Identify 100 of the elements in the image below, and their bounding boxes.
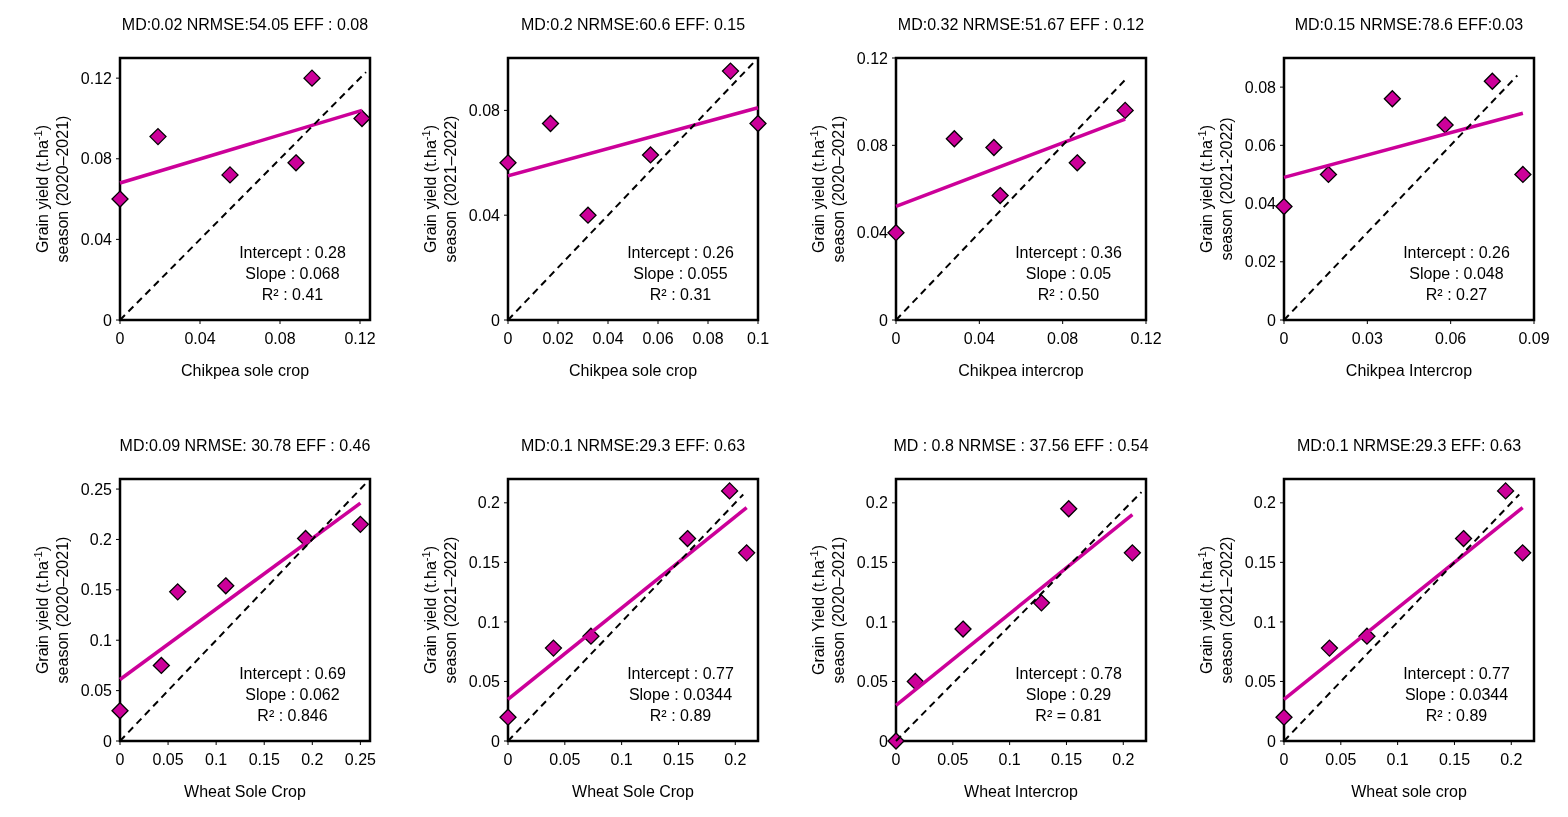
- annotation: Slope : 0.068: [245, 265, 340, 282]
- point: [1496, 482, 1515, 500]
- point: [721, 62, 740, 80]
- y-tick-label: 0.12: [856, 49, 889, 67]
- x-tick-label: 0.06: [1435, 330, 1467, 347]
- annotation: Slope : 0.05: [1025, 265, 1112, 282]
- annotation: Intercept : 0.36: [1015, 244, 1122, 261]
- x-tick-label: 0.04: [184, 330, 216, 347]
- x-tick-label: 0.15: [662, 751, 695, 768]
- y-tick-label: 0.2: [89, 531, 113, 549]
- point: [149, 127, 167, 146]
- y-tick-label: 0: [103, 732, 113, 750]
- y-tick-label: 0.15: [856, 553, 889, 571]
- y-tick-label: 0.04: [856, 224, 889, 242]
- point: [1319, 165, 1338, 184]
- point: [351, 515, 370, 533]
- annotation: Intercept : 0.69: [239, 665, 346, 682]
- y-tick-label: 0.05: [468, 673, 501, 691]
- annotation: R² = 0.81: [1035, 707, 1102, 724]
- x-tick-label: 0.15: [248, 751, 280, 768]
- x-tick-label: 0: [115, 751, 125, 768]
- y-tick-label: 0: [879, 311, 889, 329]
- x-tick-label: 0.25: [344, 751, 377, 768]
- x-axis-title: Chikpea sole crop: [180, 362, 310, 379]
- point: [217, 577, 235, 595]
- point: [303, 69, 321, 87]
- annotation: Slope : 0.062: [245, 686, 340, 703]
- annotation: Intercept : 0.77: [627, 665, 734, 682]
- y-tick-label: 0.05: [856, 673, 889, 691]
- x-tick-label: 0.1: [1386, 751, 1409, 768]
- y-tick-label: 0.1: [1253, 613, 1277, 631]
- annotation: Intercept : 0.78: [1015, 665, 1122, 682]
- y-tick-label: 0.05: [80, 682, 113, 700]
- x-tick-label: 0.1: [205, 751, 228, 768]
- chart-title: MD:0.09 NRMSE: 30.78 EFF : 0.46: [119, 437, 371, 454]
- annotation: R² : 0.89: [649, 707, 712, 724]
- x-tick-label: 0.08: [264, 330, 296, 347]
- x-tick-label: 0: [891, 330, 901, 347]
- y-tick-label: 0.05: [1244, 673, 1277, 691]
- x-tick-label: 0.12: [1130, 330, 1162, 347]
- x-axis-title: Wheat Sole Crop: [184, 783, 307, 800]
- point: [169, 583, 187, 601]
- point: [221, 166, 239, 184]
- y-tick-label: 0: [491, 732, 501, 750]
- y-tick-label: 0.15: [468, 553, 501, 571]
- point: [1060, 500, 1078, 518]
- y-tick-label: 0.25: [80, 480, 113, 498]
- x-tick-label: 0: [503, 751, 513, 768]
- point: [111, 702, 129, 720]
- x-tick-label: 0.05: [1325, 751, 1357, 768]
- y-tick-label: 0: [879, 732, 889, 750]
- y-tick-label: 0.04: [468, 206, 501, 224]
- x-tick-label: 0.15: [1438, 751, 1471, 768]
- x-tick-label: 0.05: [937, 751, 969, 768]
- y-tick-label: 0.04: [80, 230, 113, 248]
- x-tick-label: 0.2: [1112, 751, 1135, 768]
- annotation: Slope : 0.0344: [628, 686, 733, 703]
- x-axis-title: Chikpea sole crop: [568, 362, 698, 379]
- x-axis-title: Wheat Intercrop: [964, 783, 1079, 800]
- y-tick-label: 0.2: [865, 494, 889, 512]
- annotation: R² : 0.846: [257, 707, 328, 724]
- annotation: Intercept : 0.26: [627, 244, 734, 261]
- y-tick-label: 0.1: [865, 613, 889, 631]
- point: [152, 656, 170, 675]
- x-tick-label: 0.02: [542, 330, 574, 347]
- x-tick-label: 0.05: [549, 751, 581, 768]
- x-tick-label: 0.04: [963, 330, 996, 347]
- x-tick-label: 0.1: [610, 751, 633, 768]
- point: [737, 544, 756, 562]
- annotation: Slope : 0.29: [1025, 686, 1112, 703]
- point: [1032, 594, 1051, 612]
- y-tick-label: 0.2: [477, 494, 501, 512]
- y-tick-label: 0.15: [1244, 553, 1277, 571]
- x-tick-label: 0.1: [998, 751, 1021, 768]
- point: [906, 672, 924, 691]
- point: [720, 482, 739, 500]
- x-tick-label: 0.05: [152, 751, 184, 768]
- point: [1454, 529, 1473, 548]
- x-tick-label: 0.12: [344, 330, 376, 347]
- annotation: R² : 0.31: [649, 286, 712, 303]
- x-tick-label: 0: [503, 330, 513, 347]
- y-tick-label: 0.08: [856, 136, 889, 154]
- y-tick-label: 0.1: [477, 613, 501, 631]
- x-tick-label: 0.15: [1050, 751, 1083, 768]
- x-tick-label: 0.06: [642, 330, 674, 347]
- chart-title: MD:0.15 NRMSE:78.6 EFF:0.03: [1294, 16, 1524, 33]
- x-tick-label: 0.2: [724, 751, 747, 768]
- annotation: Intercept : 0.26: [1403, 244, 1510, 261]
- y-tick-label: 0.06: [1244, 136, 1277, 154]
- point: [1275, 197, 1293, 216]
- point: [499, 708, 517, 726]
- annotation: Slope : 0.048: [1409, 265, 1504, 282]
- chart-title: MD:0.02 NRMSE:54.05 EFF : 0.08: [121, 16, 369, 33]
- x-tick-label: 0.2: [301, 751, 324, 768]
- y-tick-label: 0.08: [468, 102, 501, 119]
- annotation: R² : 0.27: [1425, 286, 1488, 303]
- point: [1483, 72, 1501, 90]
- y-tick-label: 0.12: [80, 69, 113, 87]
- annotation: Intercept : 0.28: [239, 244, 346, 261]
- point: [954, 620, 972, 638]
